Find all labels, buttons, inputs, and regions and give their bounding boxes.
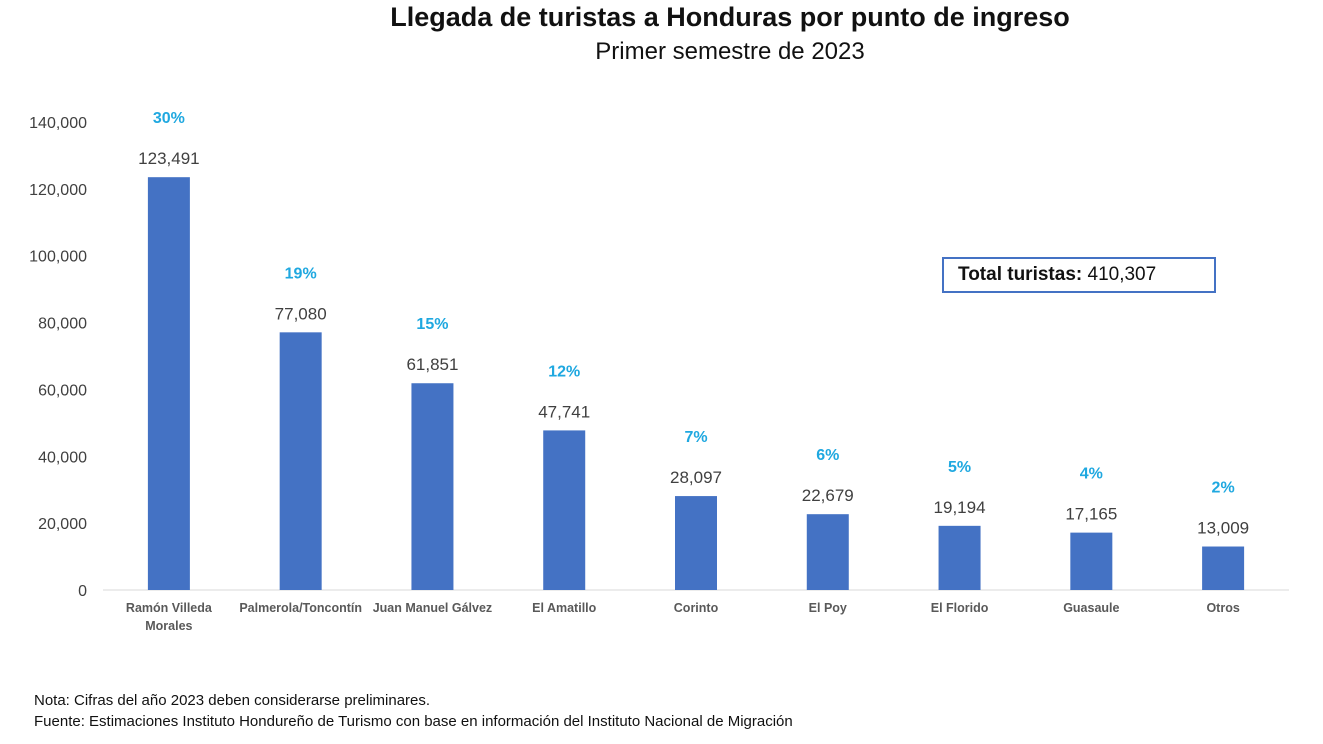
value-label: 13,009 (1197, 519, 1249, 538)
chart-subtitle: Primer semestre de 2023 (595, 38, 865, 65)
total-tourists-value: 410,307 (1087, 264, 1157, 285)
category-label: El Poy (809, 601, 847, 615)
category-label: Corinto (674, 601, 719, 615)
category-label: Juan Manuel Gálvez (373, 601, 492, 615)
y-tick-label: 120,000 (29, 182, 87, 199)
note-text: Nota: Cifras del año 2023 deben consider… (34, 692, 431, 709)
value-label: 17,165 (1065, 505, 1117, 524)
total-tourists-label: Total turistas: (958, 264, 1083, 285)
value-label: 22,679 (802, 486, 854, 505)
category-label: El Florido (931, 601, 989, 615)
category-label: Palmerola/Toncontín (239, 601, 362, 615)
bar (411, 383, 454, 590)
bar (675, 496, 717, 590)
category-label: Morales (145, 619, 192, 633)
y-tick-label: 40,000 (38, 449, 87, 466)
percent-label: 6% (816, 447, 839, 464)
category-label: Guasaule (1063, 601, 1119, 615)
value-label: 28,097 (670, 468, 722, 487)
bar (938, 525, 981, 590)
percent-label: 4% (1080, 466, 1103, 483)
value-label: 61,851 (406, 355, 458, 374)
source-text: Fuente: Estimaciones Instituto Hondureño… (34, 713, 793, 730)
y-tick-label: 100,000 (29, 249, 87, 266)
percent-label: 2% (1212, 480, 1235, 497)
y-tick-label: 20,000 (38, 516, 87, 533)
bar (806, 514, 849, 590)
percent-label: 5% (948, 459, 971, 476)
bar (1070, 532, 1113, 590)
bar (543, 430, 586, 590)
bar-chart: 0 20,000 40,000 60,000 80,000 100,000 120,000 1… (29, 110, 1289, 633)
y-tick-label: 60,000 (38, 382, 87, 399)
y-tick-label: 80,000 (38, 316, 87, 333)
category-label: Ramón Villeda (126, 601, 213, 615)
percent-label: 7% (684, 429, 707, 446)
percent-label: 30% (153, 110, 185, 127)
y-tick-label: 0 (78, 583, 87, 600)
bar (147, 177, 190, 590)
value-label: 77,080 (275, 304, 327, 323)
category-label: Otros (1206, 601, 1239, 615)
category-label: El Amatillo (532, 601, 596, 615)
chart-title: Llegada de turistas a Honduras por punto… (390, 2, 1070, 32)
total-tourists-box: Total turistas: 410,307 (942, 257, 1216, 293)
value-label: 47,741 (538, 402, 590, 421)
value-label: 19,194 (934, 498, 986, 517)
value-label: 123,491 (138, 149, 199, 168)
bar (279, 332, 322, 590)
y-tick-label: 140,000 (29, 115, 87, 132)
bar (1202, 546, 1245, 590)
percent-label: 12% (548, 363, 580, 380)
percent-label: 19% (285, 265, 317, 282)
footnotes: Nota: Cifras del año 2023 deben consider… (34, 690, 793, 732)
percent-label: 15% (416, 316, 448, 333)
